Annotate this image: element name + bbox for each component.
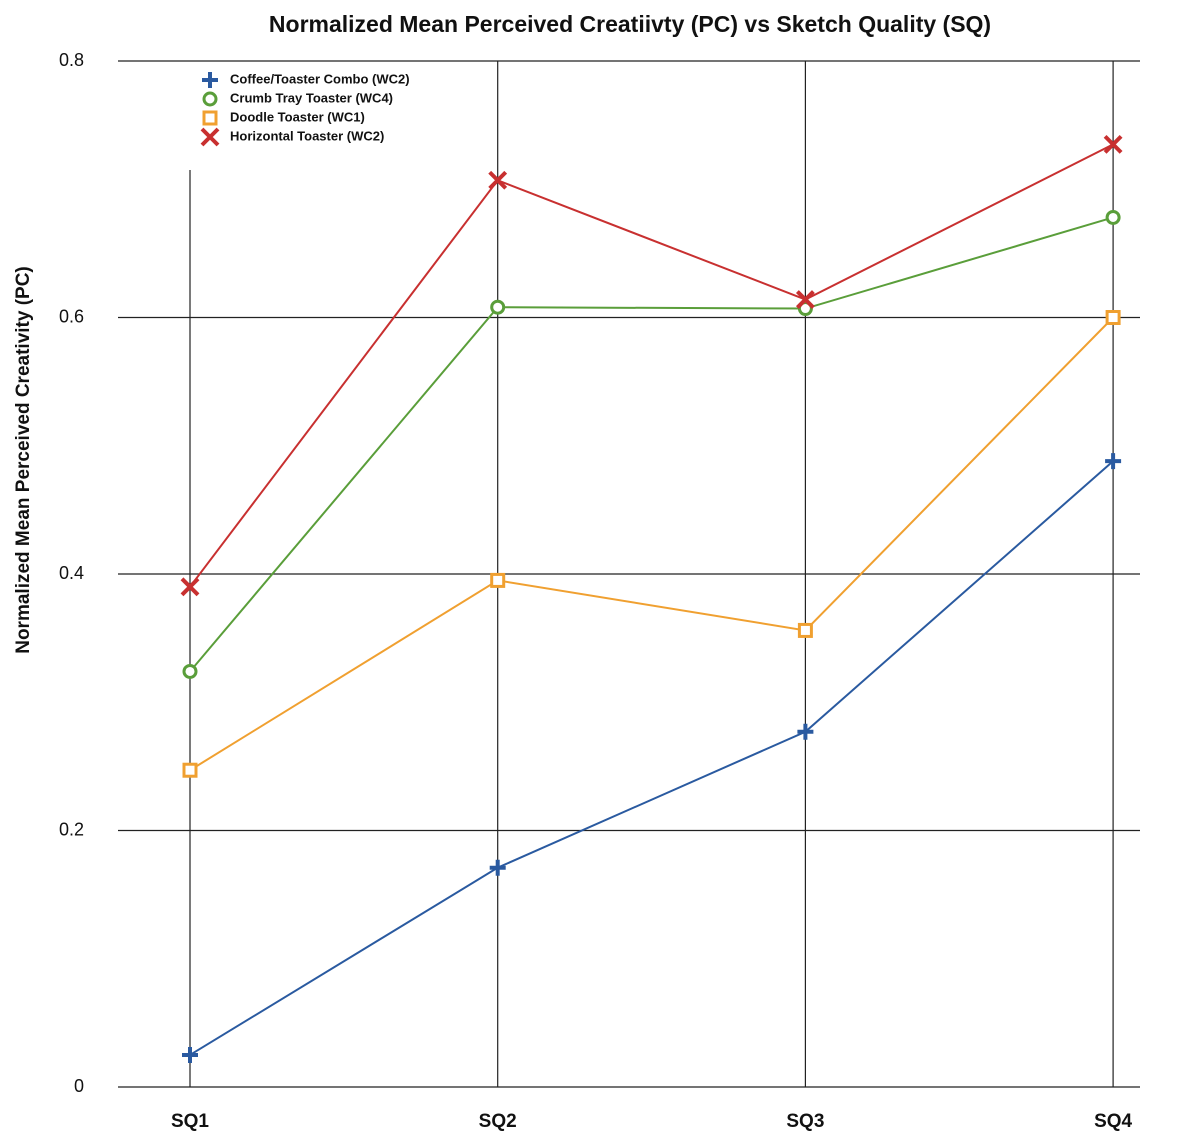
y-tick-label: 0	[74, 1076, 84, 1096]
page: Normalized Mean Perceived Creatiivty (PC…	[0, 0, 1190, 1144]
marker	[1107, 211, 1119, 223]
chart-title: Normalized Mean Perceived Creatiivty (PC…	[269, 11, 991, 37]
y-tick-label: 0.2	[59, 819, 84, 839]
legend-label: Horizontal Toaster (WC2)	[230, 128, 384, 143]
legend-label: Crumb Tray Toaster (WC4)	[230, 90, 393, 105]
y-tick-label: 0.8	[59, 50, 84, 70]
legend-label: Coffee/Toaster Combo (WC2)	[230, 71, 410, 86]
legend-marker	[204, 112, 216, 124]
y-tick-label: 0.6	[59, 306, 84, 326]
legend-label: Doodle Toaster (WC1)	[230, 109, 365, 124]
marker	[1107, 312, 1119, 324]
marker	[490, 860, 506, 876]
series-line	[190, 461, 1113, 1055]
marker	[184, 764, 196, 776]
x-tick-label: SQ3	[786, 1111, 824, 1132]
x-tick-label: SQ1	[171, 1111, 209, 1132]
series-line	[190, 217, 1113, 671]
legend-marker	[204, 93, 216, 105]
marker	[492, 301, 504, 313]
series-line	[190, 318, 1113, 771]
marker	[799, 624, 811, 636]
y-tick-label: 0.4	[59, 563, 84, 583]
y-axis-label: Normalized Mean Perceived Creativity (PC…	[13, 266, 34, 654]
x-tick-label: SQ2	[479, 1111, 517, 1132]
x-tick-label: SQ4	[1094, 1111, 1132, 1132]
marker	[182, 1047, 198, 1063]
legend-marker	[202, 72, 218, 88]
chart: Normalized Mean Perceived Creatiivty (PC…	[0, 0, 1190, 1144]
series-line	[190, 144, 1113, 586]
legend-marker	[202, 129, 218, 145]
marker	[492, 574, 504, 586]
marker	[184, 665, 196, 677]
